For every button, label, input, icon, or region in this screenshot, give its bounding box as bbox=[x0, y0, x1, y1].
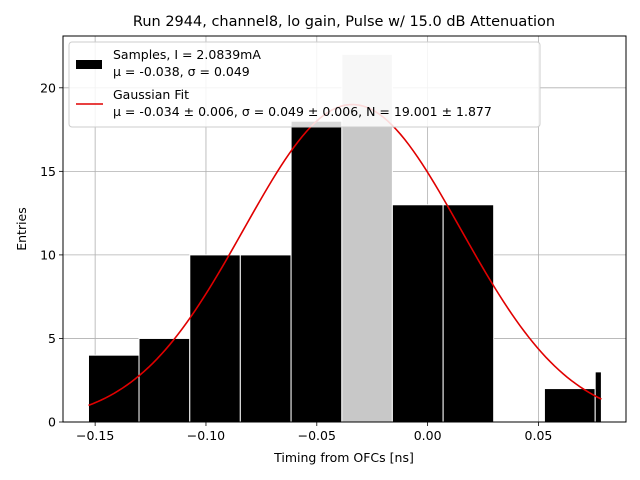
legend: Samples, I = 2.0839mA μ = -0.038, σ = 0.… bbox=[68, 41, 541, 128]
histogram-bar bbox=[87, 354, 140, 423]
chart-title: Run 2944, channel8, lo gain, Pulse w/ 15… bbox=[133, 14, 555, 30]
bars bbox=[87, 53, 602, 423]
histogram-bar bbox=[239, 254, 292, 423]
histogram-bar bbox=[543, 388, 596, 423]
y-axis-label: Entries bbox=[14, 207, 29, 251]
legend-samples-label: Samples, I = 2.0839mA bbox=[113, 47, 261, 62]
plot-frame bbox=[62, 35, 627, 423]
legend-fit-label: Gaussian Fit bbox=[113, 87, 189, 102]
legend-fit-stats: μ = -0.034 ± 0.006, σ = 0.049 ± 0.006, N… bbox=[113, 104, 492, 119]
x-tick-label: 0.05 bbox=[525, 428, 553, 443]
histogram-bar bbox=[391, 204, 444, 423]
x-tick-label: 0.00 bbox=[414, 428, 442, 443]
y-axis: 0 5 10 15 20 bbox=[40, 80, 63, 430]
y-tick-label: 0 bbox=[48, 415, 56, 430]
legend-box bbox=[68, 41, 541, 128]
y-tick-label: 5 bbox=[48, 331, 56, 346]
histogram-bar bbox=[189, 254, 241, 423]
x-tick-label: −0.10 bbox=[187, 428, 225, 443]
y-tick-label: 15 bbox=[40, 164, 56, 179]
histogram-bar bbox=[290, 120, 343, 423]
x-tick-label: −0.15 bbox=[76, 428, 114, 443]
x-tick-label: −0.05 bbox=[298, 428, 336, 443]
x-axis: −0.15 −0.10 −0.05 0.00 0.05 bbox=[76, 422, 552, 443]
histogram-bar bbox=[442, 204, 495, 423]
legend-samples-stats: μ = -0.038, σ = 0.049 bbox=[113, 64, 250, 79]
y-tick-label: 20 bbox=[40, 80, 56, 95]
legend-samples-swatch bbox=[76, 60, 102, 69]
x-axis-label: Timing from OFCs [ns] bbox=[273, 450, 414, 465]
y-tick-label: 10 bbox=[40, 247, 56, 262]
